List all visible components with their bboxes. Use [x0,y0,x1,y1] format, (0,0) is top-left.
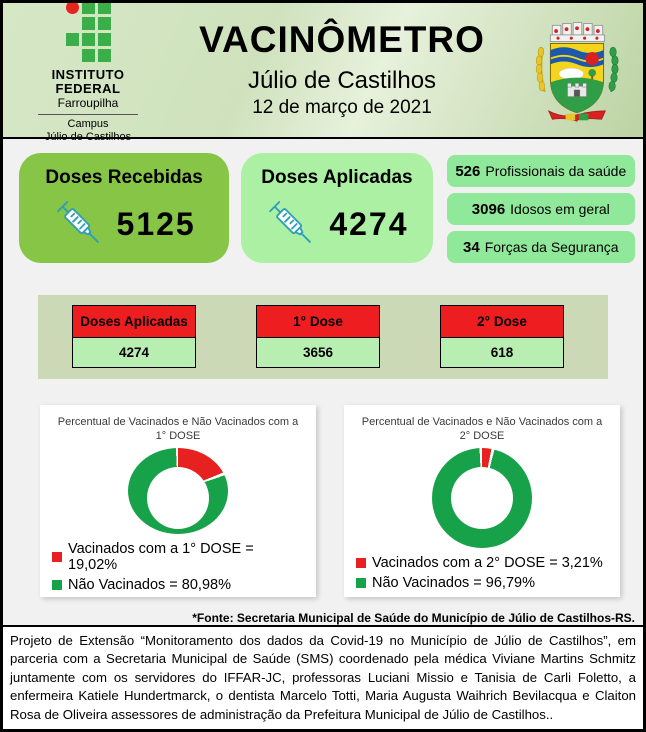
badge-forcas-seguranca: 34 Forças da Segurança [446,231,635,263]
table-cell-primeira-dose: 1° Dose 3656 [256,305,380,369]
header: INSTITUTO FEDERAL Farroupilha Campus Júl… [3,3,643,143]
table-header: 2° Dose [441,306,563,339]
donut-chart-dose1 [128,447,228,534]
legend-marker-red [52,551,62,562]
syringe-icon [56,201,99,243]
badge-label: Idosos em geral [510,201,610,217]
table-value: 4274 [73,338,195,368]
legend-item-nao-vacinados: Não Vacinados = 80,98% [52,577,304,593]
iffar-logo: INSTITUTO FEDERAL Farroupilha Campus Júl… [13,3,163,144]
legend-marker-green [356,577,366,588]
chart-card-dose1: Percentual de Vacinados e Não Vacinados … [40,404,316,597]
doses-recebidas-value: 5125 [116,205,196,242]
legend-item-nao-vacinados: Não Vacinados = 96,79% [356,575,603,591]
badge-number: 526 [455,162,481,180]
legend-item-vacinados: Vacinados com a 2° DOSE = 3,21% [356,555,603,571]
table-value: 618 [441,338,563,368]
donut-chart-dose2 [432,447,532,548]
badge-idosos: 3096 Idosos em geral [446,193,635,225]
badge-number: 34 [463,238,480,256]
logo-divider [38,113,138,115]
iffar-logo-icon [13,3,163,62]
logo-campus-line2: Júlio de Castilhos [44,130,132,143]
syringe-icon [269,201,312,243]
table-cell-segunda-dose: 2° Dose 618 [440,305,564,369]
legend-label: Vacinados com a 2° DOSE = 3,21% [372,554,603,571]
municipal-crest-icon [521,14,633,126]
chart-title: Percentual de Vacinados e Não Vacinados … [361,415,603,442]
charts-row: Percentual de Vacinados e Não Vacinados … [40,404,643,597]
doses-aplicadas-value: 4274 [329,205,409,242]
table-header: Doses Aplicadas [73,306,195,339]
chart-legend: Vacinados com a 1° DOSE = 19,02% Não Vac… [52,541,304,597]
legend-item-vacinados: Vacinados com a 1° DOSE = 19,02% [52,541,304,573]
logo-institution-line2: FEDERAL [55,80,121,96]
logo-institution-line3: Farroupilha [57,95,119,110]
doses-table-band: Doses Aplicadas 4274 1° Dose 3656 2° Dos… [38,295,608,379]
chart-card-dose2: Percentual de Vacinados e Não Vacinados … [344,404,620,597]
project-credits-text: Projeto de Extensão “Monitoramento dos d… [10,632,636,722]
table-value: 3656 [257,338,379,368]
donut-hole [451,466,513,529]
source-note: *Fonte: Secretaria Municipal de Saúde do… [192,610,635,625]
report-date: 12 de março de 2021 [252,97,432,118]
page-title: VACINÔMETRO [199,19,485,60]
badge-label: Forças da Segurança [484,239,619,255]
logo-campus-line1: Campus [67,117,109,130]
doses-aplicadas-label: Doses Aplicadas [261,167,413,188]
doses-recebidas-label: Doses Recebidas [45,167,203,188]
legend-marker-green [52,579,62,590]
badge-profissionais-saude: 526 Profissionais da saúde [446,155,635,187]
footer: Projeto de Extensão “Monitoramento dos d… [3,624,643,729]
group-badges: 526 Profissionais da saúde 3096 Idosos e… [446,155,635,263]
legend-label: Não Vacinados = 80,98% [68,576,231,593]
doses-aplicadas-box: Doses Aplicadas 4274 [241,153,433,263]
donut-hole [147,466,209,529]
page-subtitle: Júlio de Castilhos [247,67,437,94]
chart-title: Percentual de Vacinados e Não Vacinados … [57,415,299,442]
badge-label: Profissionais da saúde [485,163,627,179]
badge-number: 3096 [471,200,506,218]
header-titles: VACINÔMETRO Júlio de Castilhos 12 de mar… [163,20,521,120]
table-header: 1° Dose [257,306,379,339]
logo-institution-line1: INSTITUTO [51,66,125,82]
legend-label: Não Vacinados = 96,79% [372,574,535,591]
legend-marker-red [356,557,366,568]
doses-recebidas-box: Doses Recebidas 5125 [19,153,230,263]
chart-legend: Vacinados com a 2° DOSE = 3,21% Não Vaci… [356,555,603,595]
summary-row: Doses Recebidas 5125 Doses Aplicadas [19,153,635,263]
table-cell-doses-aplicadas: Doses Aplicadas 4274 [72,305,196,369]
legend-label: Vacinados com a 1° DOSE = 19,02% [68,540,254,573]
